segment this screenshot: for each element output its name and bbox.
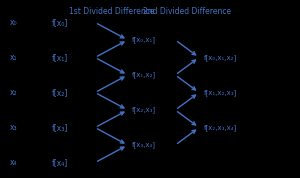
Text: f[x₀,x₁]: f[x₀,x₁] [132, 36, 156, 43]
Text: f[x₂,x₃]: f[x₂,x₃] [132, 107, 156, 113]
Text: f[x₃]: f[x₃] [52, 123, 68, 132]
Text: 1st Divided Difference: 1st Divided Difference [69, 7, 154, 16]
Text: f[x₂,x₃,x₄]: f[x₂,x₃,x₄] [203, 124, 237, 131]
Text: f[x₃,x₄]: f[x₃,x₄] [132, 142, 156, 148]
Text: x₀: x₀ [10, 18, 17, 27]
Text: 2nd Divided Difference: 2nd Divided Difference [143, 7, 231, 16]
Text: x₂: x₂ [10, 88, 17, 97]
Text: f[x₀,x₁,x₂]: f[x₀,x₁,x₂] [203, 54, 237, 61]
Text: x₄: x₄ [10, 158, 17, 167]
Text: f[x₁,x₂]: f[x₁,x₂] [132, 72, 156, 78]
Text: x₃: x₃ [10, 123, 17, 132]
Text: f[x₂]: f[x₂] [52, 88, 68, 97]
Text: f[x₁]: f[x₁] [52, 53, 68, 62]
Text: f[x₄]: f[x₄] [52, 158, 68, 167]
Text: f[x₀]: f[x₀] [52, 18, 68, 27]
Text: f[x₁,x₂,x₃]: f[x₁,x₂,x₃] [203, 89, 237, 96]
Text: x₁: x₁ [10, 53, 17, 62]
